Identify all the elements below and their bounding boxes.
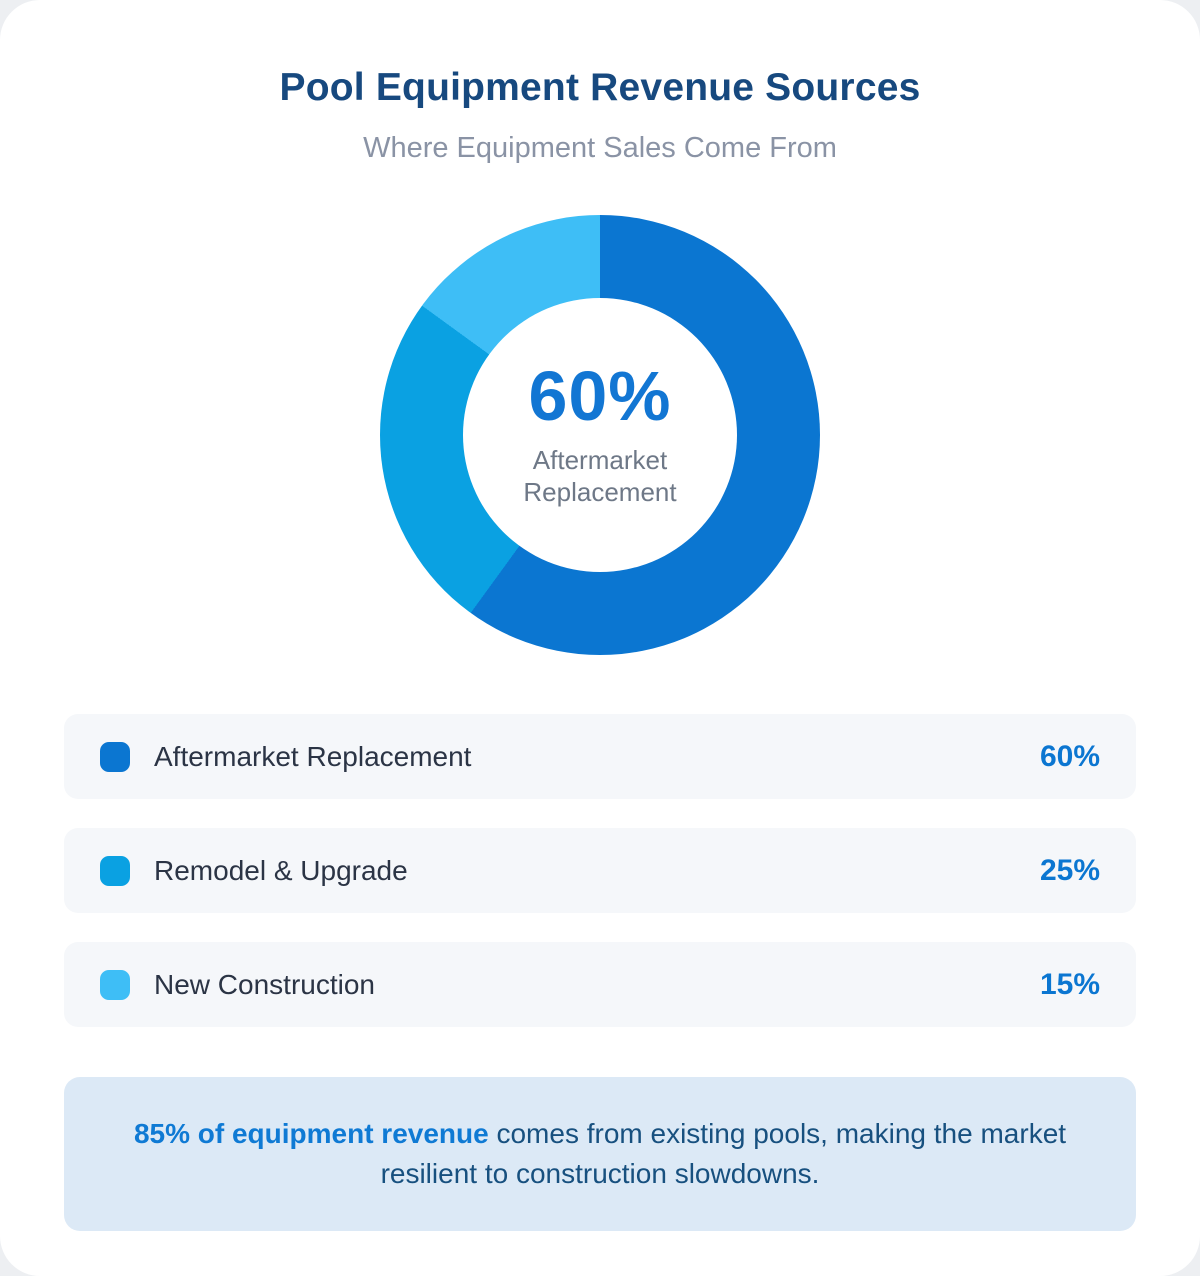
legend-value: 60% [1039,739,1100,773]
donut-center: 60% Aftermarket Replacement [463,298,737,572]
note-highlight: 85% of equipment revenue [133,1118,489,1149]
legend: Aftermarket Replacement 60% Remodel & Up… [64,714,1136,1027]
donut-center-label-line1: Aftermarket [532,445,668,476]
legend-swatch-icon [100,855,130,886]
legend-item-new-construction: New Construction 15% [64,942,1136,1027]
note-rest: comes from existing pools, making the ma… [380,1118,1067,1189]
legend-swatch-icon [100,969,130,1000]
donut-chart-area: 60% Aftermarket Replacement [0,215,1200,655]
legend-label: Aftermarket Replacement [154,740,472,772]
donut-center-value: 60% [528,357,672,436]
legend-value: 25% [1039,853,1100,887]
page-subtitle: Where Equipment Sales Come From [363,132,837,164]
legend-label: Remodel & Upgrade [154,854,408,886]
donut-center-label-line2: Replacement [523,477,677,507]
insight-note: 85% of equipment revenue comes from exis… [64,1077,1136,1231]
legend-label: New Construction [154,968,375,1000]
page-title: Pool Equipment Revenue Sources [279,66,921,109]
legend-item-remodel-upgrade: Remodel & Upgrade 25% [64,828,1136,913]
legend-item-aftermarket-replacement: Aftermarket Replacement 60% [64,714,1136,799]
donut-chart: 60% Aftermarket Replacement [380,215,820,655]
donut-center-label: Aftermarket Replacement [523,445,676,508]
legend-swatch-icon [100,741,130,772]
legend-value: 15% [1039,967,1100,1001]
insight-note-text: 85% of equipment revenue comes from exis… [124,1114,1076,1194]
